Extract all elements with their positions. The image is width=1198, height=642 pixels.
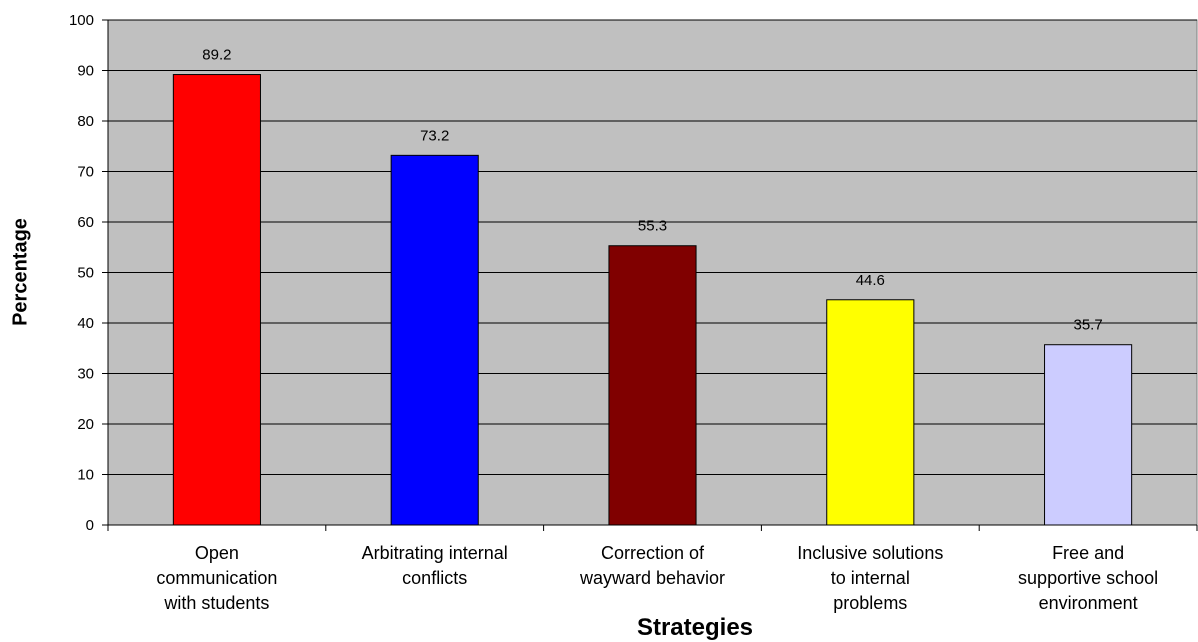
data-label: 73.2 <box>420 127 449 144</box>
y-tick-label: 80 <box>77 113 94 130</box>
y-tick-label: 50 <box>77 265 94 282</box>
y-tick-label: 30 <box>77 366 94 383</box>
data-label: 35.7 <box>1073 317 1102 334</box>
bar <box>390 154 479 526</box>
data-label: 89.2 <box>202 47 231 64</box>
y-tick-label: 90 <box>77 63 94 80</box>
y-axis: 0 10 20 30 40 50 60 70 80 90 100 <box>69 12 109 534</box>
y-tick-label: 40 <box>77 315 94 332</box>
x-axis: Open communication with students Arbitratin… <box>107 524 1198 613</box>
bar <box>172 74 261 526</box>
x-tick-label: Correction of wayward behavior <box>579 543 725 588</box>
y-tick-label: 20 <box>77 416 94 433</box>
data-labels: 89.2 73.2 55.3 44.6 35.7 <box>202 47 1102 334</box>
y-tick-label: 60 <box>77 214 94 231</box>
data-label: 55.3 <box>638 218 667 235</box>
bar <box>1044 344 1133 526</box>
y-tick-label: 100 <box>69 12 94 29</box>
gridlines <box>108 19 1197 475</box>
y-tick-label: 70 <box>77 164 94 181</box>
y-tick-label: 10 <box>77 467 94 484</box>
x-tick-label: Inclusive solutions to internal problems <box>797 543 943 613</box>
x-axis-title: Strategies <box>636 614 754 641</box>
y-axis-title: Percentage <box>9 218 32 326</box>
bar <box>826 299 915 526</box>
x-tick-label: Open communication with students <box>156 543 277 613</box>
y-tick-label: 0 <box>86 517 94 534</box>
x-tick-label: Arbitrating internal conflicts <box>362 543 508 588</box>
x-tick-label: Free and supportive school environment <box>1018 543 1158 613</box>
data-label: 44.6 <box>856 272 885 289</box>
bar <box>608 245 697 526</box>
